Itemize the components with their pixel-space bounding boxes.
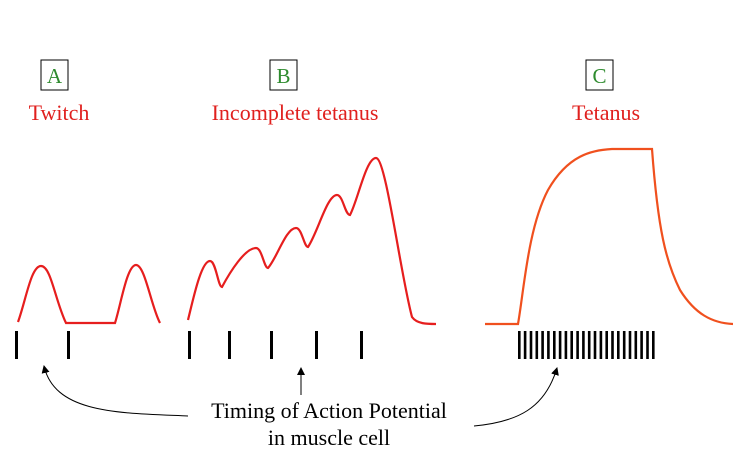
ap-tick: [582, 331, 585, 359]
ap-tick: [599, 331, 603, 359]
ap-tick: [188, 331, 191, 359]
ap-tick: [576, 331, 579, 359]
ap-ticks-twitch: [15, 331, 70, 359]
ap-tick: [228, 331, 231, 359]
ap-tick: [553, 331, 556, 359]
panel-c-label: C: [585, 59, 614, 91]
ap-tick: [315, 331, 318, 359]
ap-tick: [535, 331, 539, 359]
ap-tick: [360, 331, 363, 359]
panel-a-letter: A: [47, 64, 63, 88]
panel-c-title: Tetanus: [572, 100, 640, 125]
incomplete-tetanus-curve: [186, 156, 437, 326]
ap-tick: [15, 331, 18, 359]
ap-tick: [270, 331, 273, 359]
panel-c-letter: C: [592, 64, 606, 88]
ap-tick: [529, 331, 533, 359]
ap-tick: [593, 331, 597, 359]
arrow-to-twitch-ticks: [41, 365, 189, 417]
arrow-to-tetanus-ticks: [473, 367, 559, 427]
ap-tick: [523, 331, 527, 359]
ap-tick: [622, 331, 626, 359]
ap-tick: [617, 331, 620, 359]
twitch-curve: [16, 263, 161, 325]
panel-a-label: A: [40, 59, 69, 91]
ap-tick: [640, 331, 643, 359]
ap-tick: [570, 331, 573, 359]
ap-tick: [634, 331, 638, 359]
ap-tick: [611, 331, 614, 359]
ap-tick: [541, 331, 544, 359]
ap-tick: [628, 331, 632, 359]
ap-tick: [652, 331, 655, 359]
ap-tick: [564, 331, 568, 359]
caption-line-1: Timing of Action Potential: [211, 398, 447, 423]
ap-tick: [646, 331, 649, 359]
tetanus-curve: [485, 147, 733, 326]
panel-b-title: Incomplete tetanus: [212, 100, 379, 125]
panel-b-label: B: [269, 59, 298, 91]
ap-tick: [518, 331, 521, 359]
ap-tick: [587, 331, 591, 359]
ap-ticks-tetanus: [518, 331, 655, 359]
ap-tick: [558, 331, 562, 359]
panel-a-title: Twitch: [29, 100, 90, 125]
ap-tick: [67, 331, 70, 359]
ap-ticks-incomplete-tetanus: [188, 331, 363, 359]
caption-line-2: in muscle cell: [268, 425, 390, 450]
ap-tick: [547, 331, 550, 359]
ap-tick: [605, 331, 608, 359]
panel-b-letter: B: [276, 64, 290, 88]
